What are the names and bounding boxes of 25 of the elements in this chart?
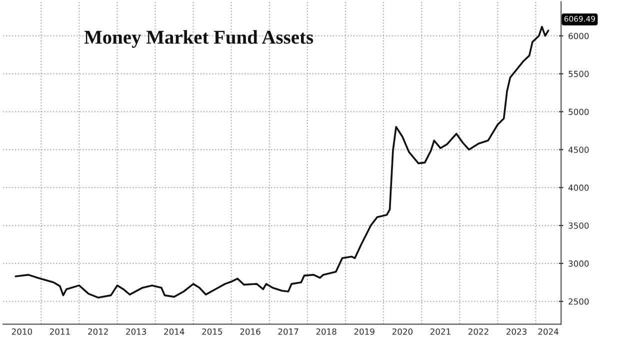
y-tick-label: 3500	[568, 222, 589, 229]
x-tick-label: 2018	[316, 328, 336, 335]
x-tick-label: 2013	[126, 328, 146, 335]
x-tick-label: 2022	[468, 328, 488, 335]
text: Money Market Fund Assets	[84, 30, 314, 48]
y-tick-label: 3000	[568, 260, 589, 267]
y-tick-label: 2500	[568, 298, 589, 305]
y-tick-label: 6000	[568, 32, 589, 40]
y-tick-label: 4500	[568, 146, 589, 153]
x-tick-label: 2012	[88, 328, 108, 335]
x-tick-label: 2024	[538, 328, 558, 335]
x-tick-label: 2016	[240, 328, 260, 335]
y-tick-label: 4000	[568, 184, 589, 191]
x-tick-label: 2010	[12, 328, 32, 335]
y-tick-label: 5000	[568, 108, 589, 115]
x-tick-label: 2021	[430, 328, 450, 335]
x-tick-label: 2020	[392, 328, 413, 335]
x-tick-label: 2017	[278, 328, 298, 335]
line-series	[14, 26, 550, 298]
x-tick-label: 2015	[202, 328, 222, 335]
y-tick-label: 5500	[568, 70, 589, 78]
x-tick-label: 2019	[354, 328, 374, 335]
x-tick-label: 2011	[50, 328, 70, 335]
x-tick-label: 2023	[506, 328, 526, 335]
x-tick-label: 2014	[164, 328, 184, 335]
